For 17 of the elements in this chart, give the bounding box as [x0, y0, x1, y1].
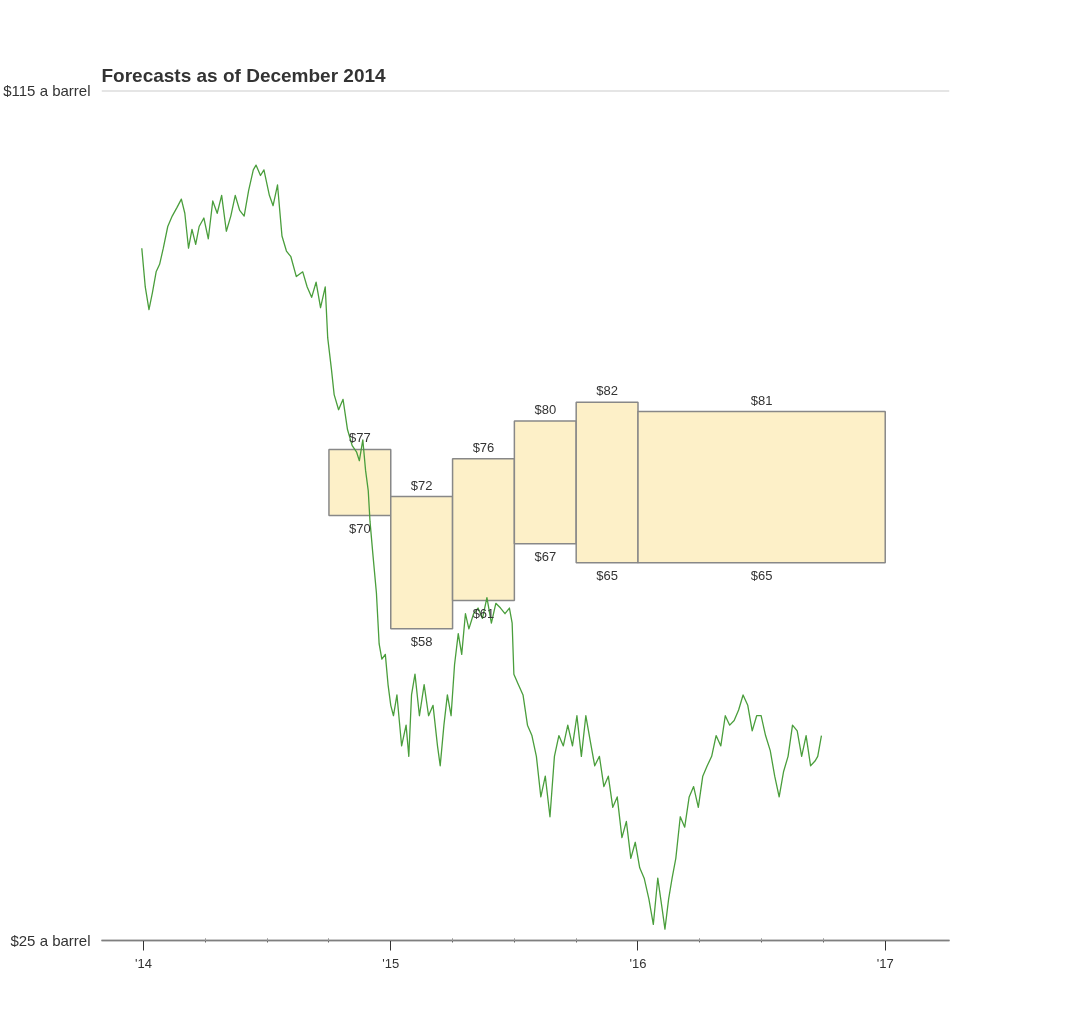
- annotation: $81: [750, 392, 773, 408]
- x-tick-label: '16: [629, 955, 647, 971]
- annotation: $80: [534, 402, 557, 418]
- annotation: $58: [410, 633, 433, 649]
- annotation: $65: [596, 567, 618, 583]
- annotation: $65: [750, 567, 773, 583]
- annotation: $82: [596, 383, 618, 399]
- annotation: $72: [410, 477, 433, 493]
- annotation: $76: [472, 439, 495, 455]
- x-tick-label: '14: [135, 955, 153, 971]
- annotation: $67: [534, 548, 557, 564]
- y-tick-label: $115 a barrel: [3, 82, 91, 99]
- x-tick-label: '17: [876, 955, 894, 971]
- chart-title: Forecasts as of December 2014: [101, 64, 387, 86]
- y-tick-label: $25 a barrel: [10, 932, 91, 949]
- line-series: [141, 164, 823, 930]
- x-tick-label: '15: [382, 955, 400, 971]
